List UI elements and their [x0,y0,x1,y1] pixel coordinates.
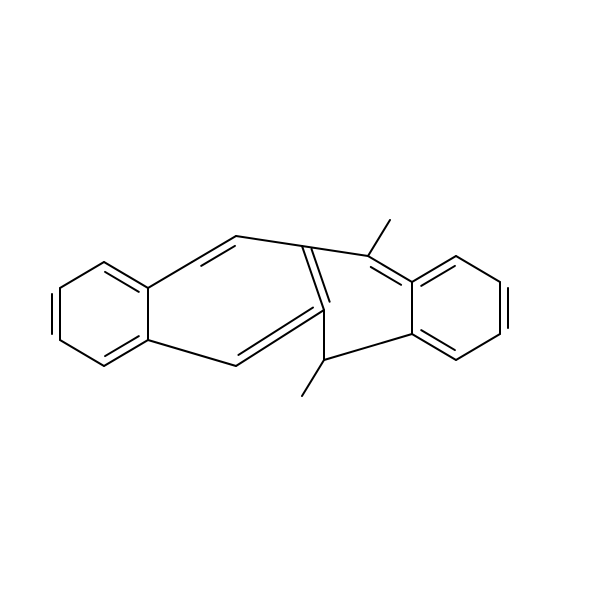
chemical-structure [0,0,600,600]
